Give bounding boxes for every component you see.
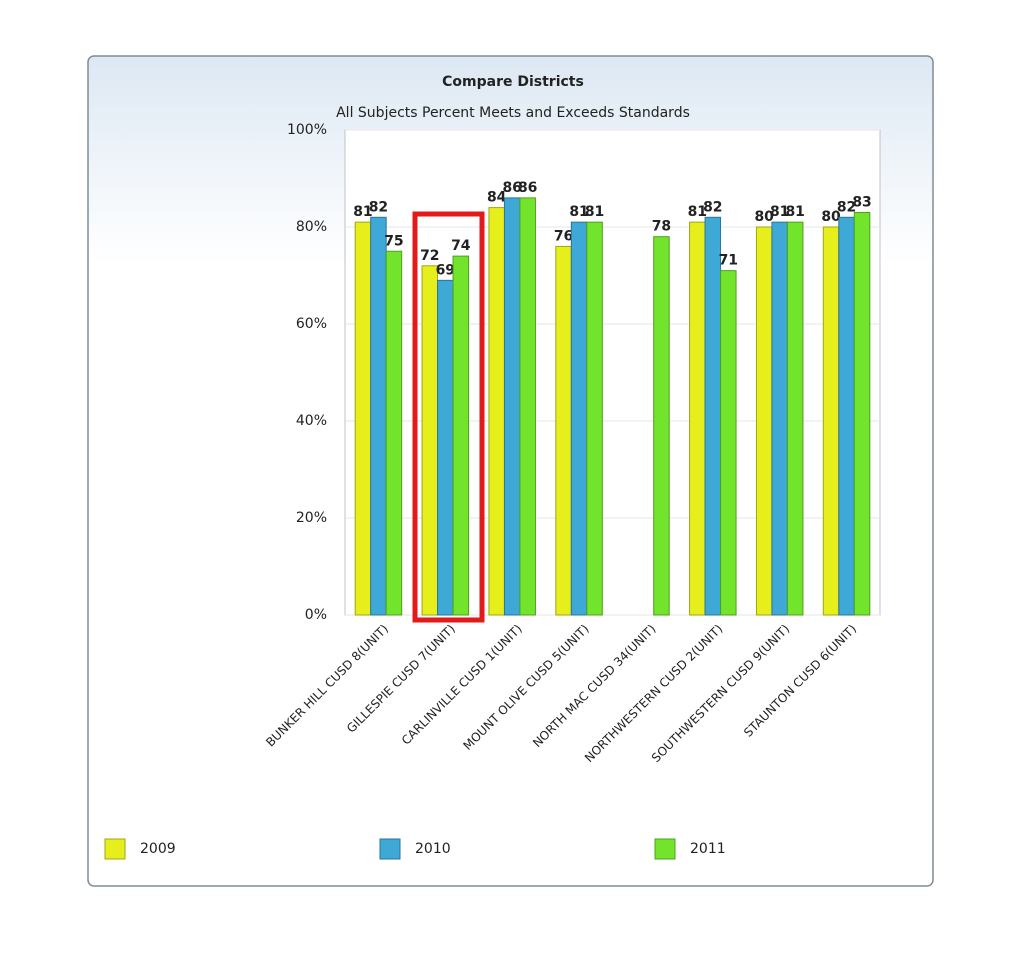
data-label: 83 bbox=[852, 194, 871, 210]
bar bbox=[555, 245, 572, 616]
bar bbox=[437, 279, 454, 616]
data-label: 84 bbox=[487, 190, 507, 206]
legend-swatch bbox=[379, 838, 401, 860]
data-label: 81 bbox=[569, 204, 588, 220]
data-label: 81 bbox=[785, 204, 804, 220]
bar bbox=[421, 265, 439, 616]
bar bbox=[786, 221, 804, 616]
data-label: 81 bbox=[688, 204, 707, 220]
data-label: 74 bbox=[451, 238, 471, 254]
y-tick-label: 40% bbox=[296, 413, 327, 429]
bar bbox=[570, 221, 588, 616]
data-label: 82 bbox=[369, 199, 388, 215]
legend-label: 2010 bbox=[415, 841, 451, 857]
bar bbox=[385, 250, 403, 616]
bar bbox=[519, 197, 536, 616]
bar bbox=[838, 216, 855, 616]
bar bbox=[370, 216, 387, 616]
data-label: 81 bbox=[353, 204, 372, 220]
y-tick-label: 20% bbox=[296, 510, 327, 526]
legend-label: 2009 bbox=[140, 841, 176, 857]
data-label: 71 bbox=[719, 253, 738, 269]
bar bbox=[488, 207, 505, 616]
y-tick-label: 80% bbox=[296, 219, 327, 235]
data-label: 80 bbox=[754, 209, 774, 225]
bar bbox=[689, 221, 706, 616]
data-label: 80 bbox=[821, 209, 841, 225]
legend-label: 2011 bbox=[690, 841, 726, 857]
bar bbox=[755, 226, 773, 616]
data-label: 69 bbox=[436, 262, 455, 278]
data-label: 81 bbox=[585, 204, 604, 220]
chart-subtitle: All Subjects Percent Meets and Exceeds S… bbox=[336, 105, 690, 121]
data-label: 75 bbox=[384, 233, 403, 249]
legend-swatch bbox=[104, 838, 126, 860]
bar bbox=[771, 221, 788, 616]
y-tick-label: 60% bbox=[296, 316, 327, 332]
legend-swatch bbox=[654, 838, 676, 860]
data-label: 72 bbox=[420, 248, 439, 264]
bar bbox=[354, 221, 372, 616]
bar bbox=[853, 211, 871, 616]
data-label: 86 bbox=[518, 180, 537, 196]
data-label: 86 bbox=[502, 180, 521, 196]
data-label: 76 bbox=[554, 228, 573, 244]
data-label: 82 bbox=[837, 199, 856, 215]
data-label: 78 bbox=[652, 219, 671, 235]
bar bbox=[452, 255, 470, 616]
bar bbox=[503, 197, 521, 616]
bar bbox=[822, 226, 840, 616]
bar bbox=[653, 236, 670, 616]
chart-title: Compare Districts bbox=[442, 74, 584, 90]
y-tick-label: 0% bbox=[305, 607, 327, 623]
bar bbox=[704, 216, 722, 616]
bar bbox=[720, 270, 737, 616]
y-tick-label: 100% bbox=[287, 122, 327, 138]
data-label: 81 bbox=[770, 204, 789, 220]
highlight-box bbox=[412, 211, 485, 623]
data-label: 82 bbox=[703, 199, 722, 215]
bar bbox=[586, 221, 603, 616]
